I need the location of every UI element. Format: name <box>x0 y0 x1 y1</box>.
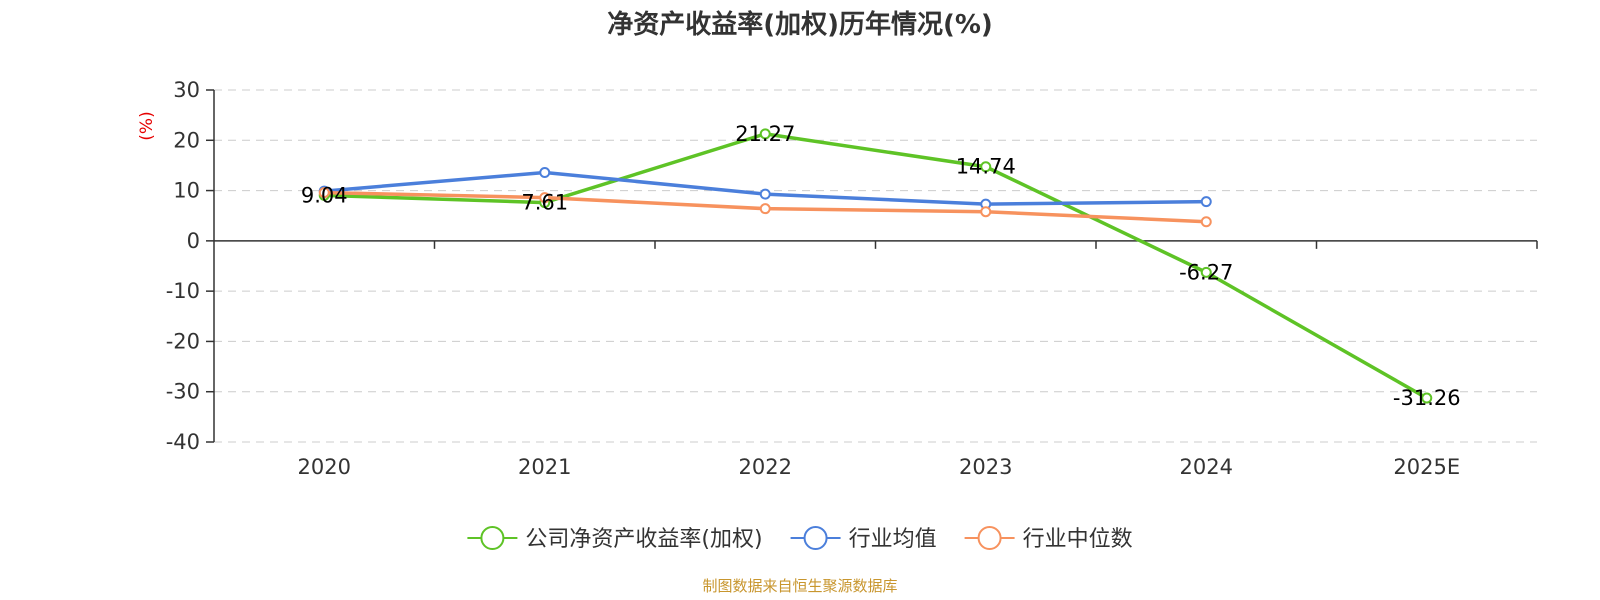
y-tick-label: 10 <box>173 179 200 203</box>
data-label: 21.27 <box>735 122 795 146</box>
data-point <box>539 166 551 178</box>
x-tick-label: 2024 <box>1180 455 1233 479</box>
legend-item-0: 公司净资产收益率(加权) <box>467 526 763 552</box>
y-tick-label: -40 <box>166 430 200 454</box>
data-point <box>759 128 771 140</box>
chart-title: 净资产收益率(加权)历年情况(%) <box>607 9 993 40</box>
y-tick-label: -20 <box>166 329 200 353</box>
x-tick-label: 2022 <box>739 455 792 479</box>
legend-label: 公司净资产收益率(加权) <box>525 527 762 552</box>
series-lines <box>318 128 1433 404</box>
data-point <box>1200 196 1212 208</box>
data-point <box>980 161 992 173</box>
x-tick-label: 2020 <box>298 455 351 479</box>
data-point <box>1421 392 1433 404</box>
legend-marker <box>977 526 1002 550</box>
y-tick-label: -10 <box>166 279 200 303</box>
legend-item-2: 行业中位数 <box>964 526 1133 552</box>
series-line-0 <box>324 132 1428 400</box>
data-label: -31.26 <box>1393 386 1461 410</box>
x-tick-label: 2021 <box>518 455 571 479</box>
data-label: 14.74 <box>956 155 1016 179</box>
legend-label: 行业均值 <box>849 527 937 552</box>
y-tick-label: -30 <box>166 380 200 404</box>
x-tick-label: 2023 <box>959 455 1012 479</box>
source-note: 制图数据来自恒生聚源数据库 <box>702 577 897 595</box>
axes: 30 20 10 0 -10 -20 -30 -40 2020 2021 2022 2023 2024 2… <box>166 78 1538 479</box>
data-point <box>318 187 330 199</box>
y-tick-label: 20 <box>173 128 200 152</box>
data-point <box>759 203 771 215</box>
data-point <box>759 188 771 200</box>
legend-label: 行业中位数 <box>1023 527 1133 552</box>
y-tick-label: 30 <box>173 78 200 102</box>
grid-lines <box>214 89 1537 443</box>
data-point <box>1200 266 1212 278</box>
legend-marker <box>803 526 828 550</box>
legend: 公司净资产收益率(加权) 行业均值 行业中位数 <box>467 526 1133 552</box>
data-point <box>980 206 992 218</box>
data-label: 7.61 <box>521 191 568 215</box>
y-axis-unit-label: (%) <box>137 111 157 140</box>
data-label: 9.04 <box>301 183 348 207</box>
legend-marker <box>480 526 505 550</box>
y-tick-label: 0 <box>187 229 200 253</box>
x-tick-label: 2025E <box>1393 455 1460 479</box>
data-labels: 9.04 7.61 21.27 14.74 -6.27 -31.26 <box>301 122 1461 410</box>
data-label: -6.27 <box>1179 260 1233 284</box>
data-point <box>1200 216 1212 228</box>
data-point <box>539 192 551 204</box>
legend-item-1: 行业均值 <box>790 526 937 552</box>
